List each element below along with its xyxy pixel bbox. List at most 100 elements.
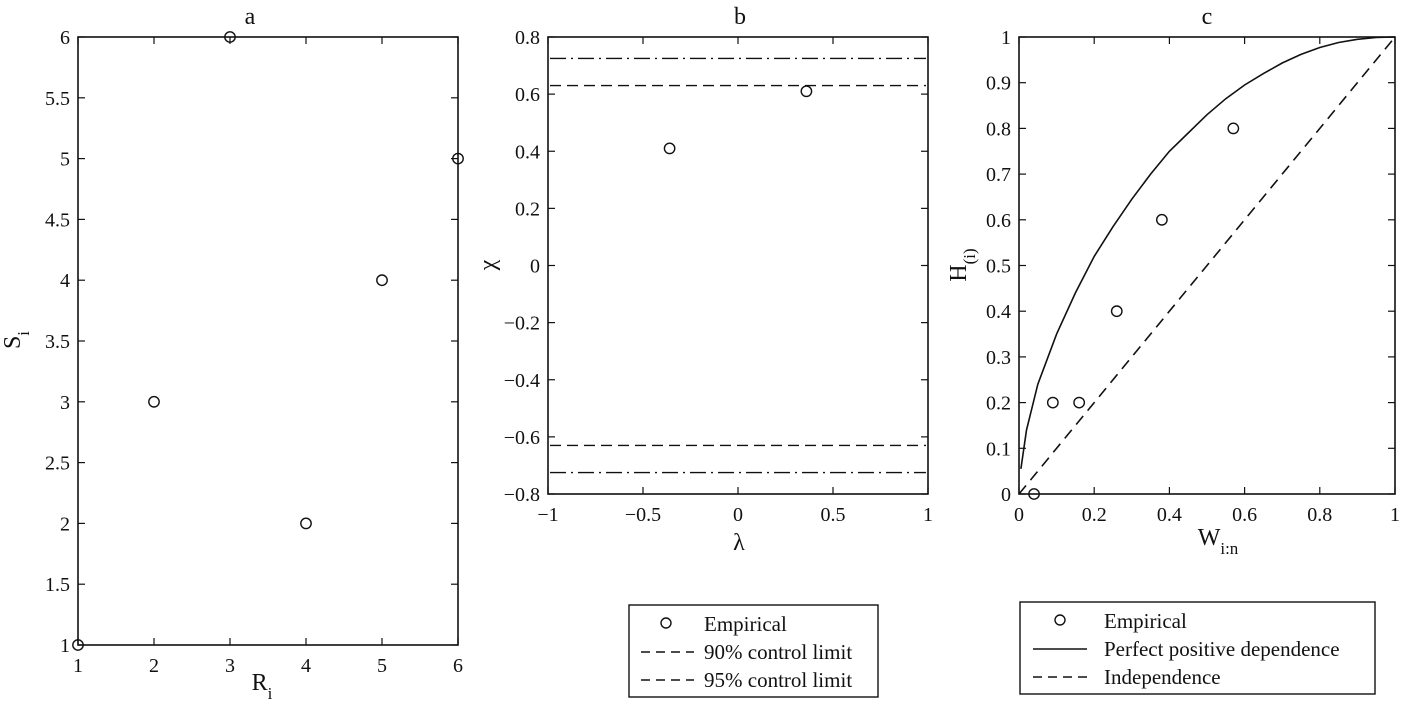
panel-a-ytick-label: 1 <box>60 635 70 657</box>
panel-a-xticks: 1 2 3 4 5 6 <box>73 37 463 677</box>
panel-b-data-point <box>663 142 676 155</box>
panel-b-points <box>663 85 813 155</box>
panel-c-xlabel: Wi:n <box>1198 525 1239 558</box>
panel-c-data-point <box>1046 396 1059 409</box>
panel-b-legend-marker-empirical <box>660 617 672 629</box>
panel-c-legend: Empirical Perfect positive dependence In… <box>1019 601 1376 695</box>
panel-c-ytick-label: 0.7 <box>986 164 1011 186</box>
panel-b-legend-label-95: 95% control limit <box>704 668 852 692</box>
panel-c-legend-label-independence: Independence <box>1104 665 1221 689</box>
panel-c-ytick-label: 0.6 <box>986 210 1011 232</box>
panel-c-xtick-label: 0 <box>1014 504 1024 526</box>
panel-b-xtick-label: 0 <box>733 504 743 526</box>
panel-c-xtick-label: 0.4 <box>1157 504 1182 526</box>
panel-b: b −1 −0.5 0 0.5 1 −0.8 −0.6 −0.4 −0.2 0 0.2 0.4 0.6… <box>475 4 933 698</box>
panel-a-points <box>72 31 464 651</box>
panel-b-title: b <box>734 4 746 30</box>
panel-b-ytick-label: −0.4 <box>504 370 540 392</box>
panel-a-ytick-label: 3 <box>60 392 70 414</box>
panel-c-legend-label-empirical: Empirical <box>1104 609 1187 633</box>
panel-a-data-point <box>72 639 84 651</box>
panel-b-ytick-label: 0.8 <box>515 27 540 49</box>
panel-c-ytick-label: 0.9 <box>986 73 1011 95</box>
panel-b-data-point <box>800 85 813 98</box>
panel-c-ytick-label: 0.2 <box>986 393 1011 415</box>
panel-b-yticks: −0.8 −0.6 −0.4 −0.2 0 0.2 0.4 0.6 0.8 <box>504 27 928 506</box>
panel-b-ytick-label: −0.2 <box>504 313 540 335</box>
panel-b-xtick-label: 0.5 <box>821 504 846 526</box>
panel-a-title: a <box>245 4 256 30</box>
panel-c-points <box>1028 122 1240 500</box>
panel-a-xtick-label: 4 <box>301 655 311 677</box>
panel-b-ytick-label: 0.2 <box>515 198 540 220</box>
panel-a-ytick-label: 2 <box>60 513 70 535</box>
panel-c-xtick-label: 0.8 <box>1307 504 1332 526</box>
panel-a-yticks: 1 1.5 2 2.5 3 3.5 4 4.5 5 5.5 6 <box>45 27 458 657</box>
panel-b-legend-label-90: 90% control limit <box>704 640 852 664</box>
panel-a-ytick-label: 5.5 <box>45 88 70 110</box>
panel-b-xlabel: λ <box>733 530 745 556</box>
panel-b-ytick-label: 0.4 <box>515 141 540 163</box>
panel-a-ytick-label: 4 <box>60 270 70 292</box>
panel-c-xtick-label: 1 <box>1390 504 1400 526</box>
panel-a: a 1 2 3 4 5 6 1 1.5 2 2.5 3 3.5 4 4.5 5 5.5 6 Ri Si <box>0 4 464 702</box>
panel-c-ytick-label: 0.1 <box>986 438 1011 460</box>
panel-b-ytick-label: 0 <box>530 256 540 278</box>
panel-a-ytick-label: 1.5 <box>45 574 70 596</box>
panel-b-legend-label-empirical: Empirical <box>704 612 787 636</box>
panel-c: c 0 0.2 0.4 0.6 0.8 1 00.10.20.30.40.50.60.70… <box>946 4 1400 695</box>
panel-c-legend-label-perfect: Perfect positive dependence <box>1104 637 1340 661</box>
panel-c-ytick-label: 0.4 <box>986 301 1011 323</box>
panel-a-data-point <box>148 395 160 408</box>
panel-c-legend-box <box>1019 601 1376 695</box>
panel-a-xtick-label: 3 <box>225 655 235 677</box>
panel-a-data-point <box>300 517 312 530</box>
panel-c-xticks: 0 0.2 0.4 0.6 0.8 1 <box>1014 37 1400 526</box>
panel-b-ytick-label: 0.6 <box>515 84 540 106</box>
panel-a-xtick-label: 2 <box>149 655 159 677</box>
panel-a-ytick-label: 4.5 <box>45 209 70 231</box>
panel-b-ytick-label: −0.6 <box>504 427 540 449</box>
panel-a-ytick-label: 5 <box>60 149 70 171</box>
panel-a-plot-area <box>77 36 459 646</box>
panel-c-ytick-label: 0.5 <box>986 256 1011 278</box>
panel-b-legend: Empirical 90% control limit 95% control … <box>628 604 879 698</box>
panel-a-data-point <box>452 152 464 165</box>
panel-c-ytick-label: 0.8 <box>986 118 1011 140</box>
panel-a-data-point <box>224 31 236 43</box>
panel-b-xtick-label: −0.5 <box>625 504 661 526</box>
panel-c-yticks: 0 0.1 0.2 0.3 0.4 0.5 0.6 0.7 0.8 0.9 1 <box>986 27 1395 506</box>
panel-a-xtick-label: 1 <box>73 655 83 677</box>
panel-c-xtick-label: 0.6 <box>1232 504 1257 526</box>
panel-a-ylabel: Si <box>0 331 33 349</box>
panel-c-legend-marker-empirical <box>1054 614 1066 626</box>
panel-c-data-point <box>1110 305 1123 318</box>
panel-c-series <box>1018 36 1396 495</box>
panel-c-data-point <box>1028 488 1040 500</box>
panel-b-hlines <box>550 57 926 474</box>
panel-a-ytick-label: 6 <box>60 27 70 49</box>
panel-c-xtick-label: 0.2 <box>1082 504 1107 526</box>
panel-a-xtick-label: 5 <box>377 655 387 677</box>
panel-a-ytick-label: 2.5 <box>45 453 70 475</box>
panel-b-ytick-label: −0.8 <box>504 484 540 506</box>
panel-c-ylabel: H(i) <box>946 248 979 281</box>
panel-b-ylabel: χ <box>475 259 501 271</box>
panel-a-ytick-label: 3.5 <box>45 331 70 353</box>
panel-a-data-point <box>376 274 388 287</box>
panel-c-ytick-label: 0.3 <box>986 347 1011 369</box>
panel-c-ytick-label: 0 <box>1001 484 1011 506</box>
panel-c-series-perfect-positive-dependence <box>1020 36 1396 470</box>
panel-c-data-point <box>1155 213 1168 226</box>
panel-a-xtick-label: 6 <box>453 655 463 677</box>
panel-b-plot-area <box>547 36 929 495</box>
panel-c-ytick-label: 1 <box>1001 27 1011 49</box>
panel-c-data-point <box>1227 122 1240 135</box>
panel-c-data-point <box>1073 396 1086 409</box>
panel-a-xlabel: Ri <box>252 670 273 702</box>
panel-c-title: c <box>1202 4 1213 30</box>
panel-b-xtick-label: 1 <box>923 504 933 526</box>
panel-c-series-independence <box>1018 36 1396 495</box>
panel-b-xticks: −1 −0.5 0 0.5 1 <box>537 37 933 526</box>
